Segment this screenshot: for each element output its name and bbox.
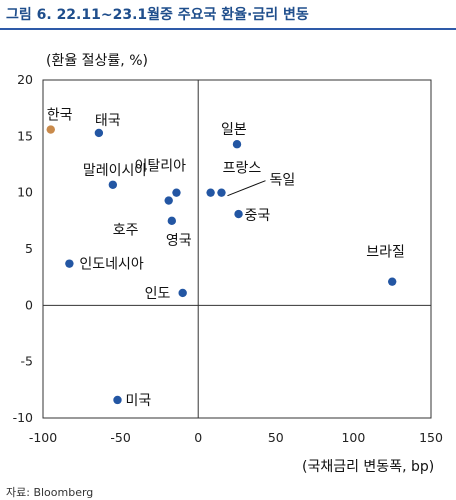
figure-title: 그림 6. 22.11~23.1월중 주요국 환율·금리 변동: [6, 7, 309, 23]
point-label: 말레이시아: [83, 163, 148, 179]
point-label: 인도: [145, 286, 171, 302]
y-tick-label: -5: [21, 354, 33, 369]
point-label: 프랑스: [223, 161, 262, 177]
point-label: 일본: [221, 122, 247, 138]
x-tick-label: -50: [110, 430, 130, 445]
y-tick-label: 0: [25, 297, 33, 312]
data-point: [94, 128, 104, 138]
y-tick-label: -10: [13, 410, 33, 425]
data-point: [388, 277, 397, 286]
data-point: [65, 259, 74, 268]
point-label: 호주: [113, 223, 139, 239]
data-point: [217, 188, 226, 197]
x-axis-label: (국채금리 변동폭, bp): [302, 459, 435, 475]
point-label: 독일: [269, 173, 295, 189]
data-point: [164, 196, 173, 205]
x-tick-label: -100: [29, 430, 57, 445]
data-point: [113, 395, 122, 405]
y-tick-label: 5: [25, 241, 33, 256]
y-tick-label: 20: [17, 72, 33, 87]
y-tick-label: 15: [17, 128, 33, 143]
point-label: 이탈리아: [134, 159, 186, 175]
leader-line: [227, 180, 266, 197]
data-point: [108, 180, 118, 189]
data-point: [46, 125, 55, 134]
data-point: [206, 188, 215, 197]
y-tick-label: 10: [17, 185, 33, 200]
point-label: 영국: [166, 233, 192, 249]
x-tick-label: 100: [341, 430, 365, 445]
data-point: [232, 140, 242, 149]
data-point: [178, 288, 187, 298]
point-label: 태국: [95, 113, 121, 129]
point-label: 중국: [245, 208, 271, 224]
source-note: 자료: Bloomberg: [6, 486, 94, 499]
data-point: [234, 209, 243, 219]
y-axis-label: (환율 절상률, %): [46, 53, 148, 69]
point-label: 인도네시아: [79, 257, 144, 273]
data-point: [167, 216, 177, 226]
point-label: 한국: [47, 108, 73, 124]
x-tick-label: 50: [268, 430, 284, 445]
plot-frame: [42, 79, 432, 419]
x-tick-label: 150: [419, 430, 443, 445]
x-tick-label: 0: [194, 430, 202, 445]
point-label: 미국: [125, 393, 151, 409]
data-point: [172, 188, 181, 197]
point-label: 브라질: [366, 245, 405, 261]
title-rule: [0, 28, 456, 30]
